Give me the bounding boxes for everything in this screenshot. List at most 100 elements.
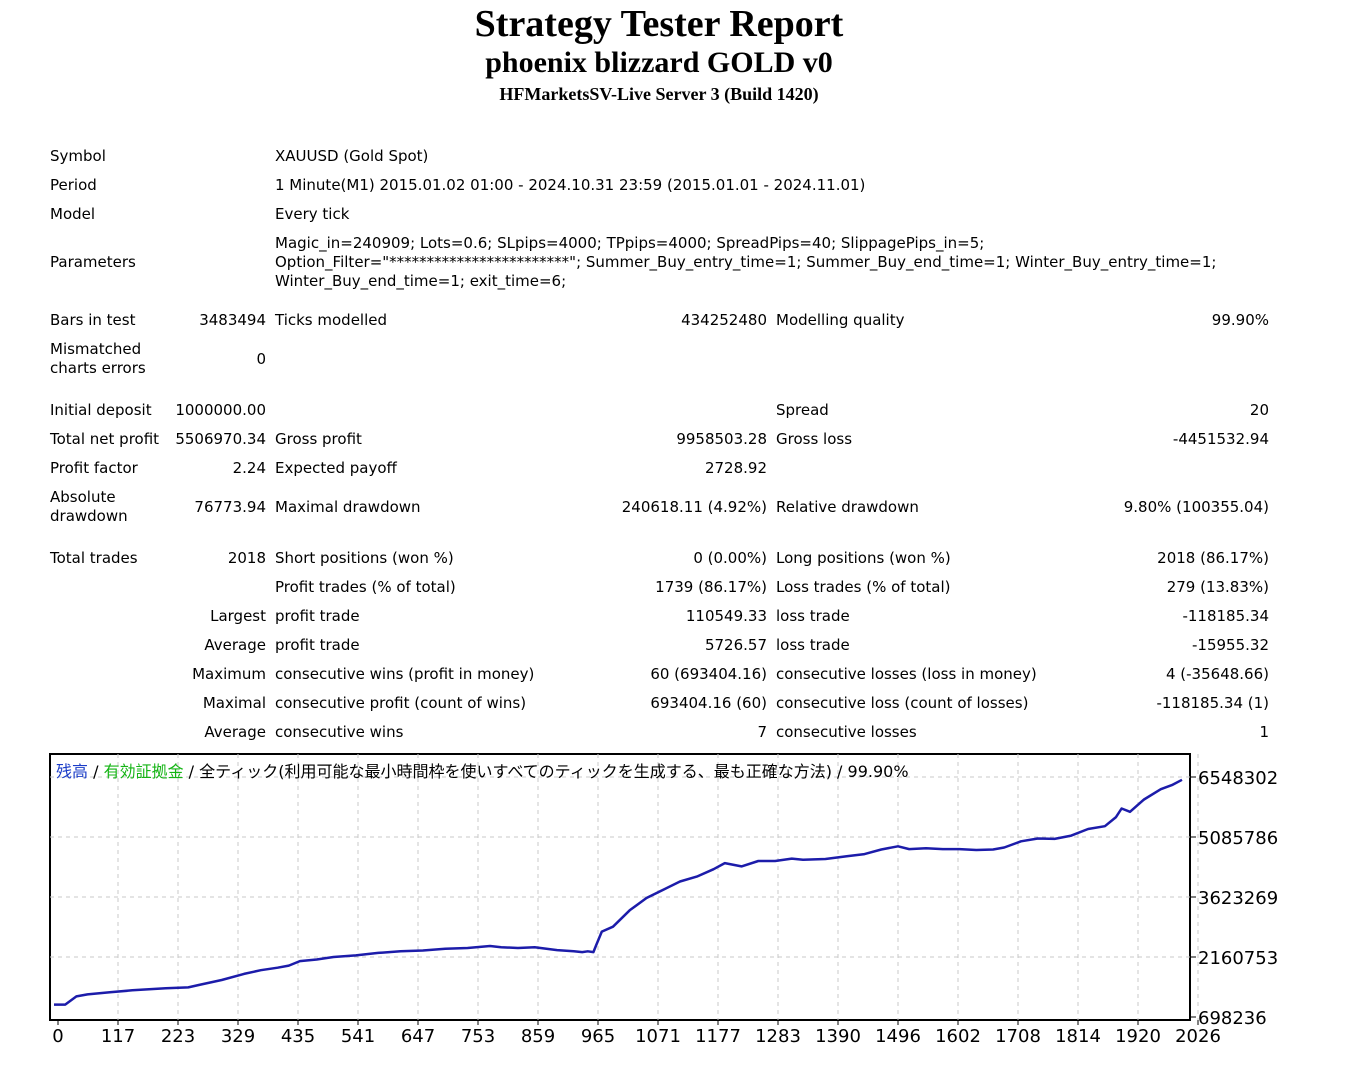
model-value: Every tick bbox=[275, 205, 350, 223]
x-tick-label: 1496 bbox=[875, 1026, 921, 1047]
average-loss-label: loss trade bbox=[776, 636, 850, 654]
largest-profit-value: 110549.33 bbox=[685, 607, 767, 625]
long-positions-value: 2018 (86.17%) bbox=[1157, 549, 1269, 567]
quality-label: Modelling quality bbox=[776, 311, 905, 329]
max-consecutive-losses-value: 4 (-35648.66) bbox=[1165, 665, 1269, 683]
loss-trades-label: Loss trades (% of total) bbox=[776, 578, 951, 596]
legend-balance: 残高 bbox=[56, 762, 89, 781]
balance-series-line bbox=[54, 778, 1183, 1006]
gross-loss-value: -4451532.94 bbox=[1172, 430, 1269, 448]
average-consecutive-wins-value: 7 bbox=[757, 723, 767, 741]
spread-label: Spread bbox=[776, 401, 829, 419]
balance-chart: 6548302 5085786 3623269 2160753 698236 0 117 22… bbox=[48, 752, 1353, 1052]
largest-loss-label: loss trade bbox=[776, 607, 850, 625]
deposit-label: Initial deposit bbox=[50, 401, 152, 419]
x-tick-label: 541 bbox=[341, 1026, 375, 1047]
long-positions-label: Long positions (won %) bbox=[776, 549, 951, 567]
max-consecutive-wins-label: consecutive wins (profit in money) bbox=[275, 665, 535, 683]
period-label: Period bbox=[50, 176, 97, 194]
mismatch-label: Mismatched charts errors bbox=[50, 340, 146, 378]
profit-factor-label: Profit factor bbox=[50, 459, 138, 477]
legend-quality: 99.90% bbox=[847, 762, 909, 781]
model-label: Model bbox=[50, 205, 96, 223]
average-profit-label: profit trade bbox=[275, 636, 360, 654]
server-info: HFMarketsSV-Live Server 3 (Build 1420) bbox=[499, 84, 819, 104]
x-tick-label: 1814 bbox=[1055, 1026, 1101, 1047]
spread-value: 20 bbox=[1249, 401, 1269, 419]
absolute-drawdown-value: 76773.94 bbox=[194, 498, 266, 516]
maximal-consecutive-profit-value: 693404.16 (60) bbox=[650, 694, 767, 712]
x-tick-label: 1602 bbox=[935, 1026, 981, 1047]
x-tick-label: 647 bbox=[401, 1026, 435, 1047]
bars-label: Bars in test bbox=[50, 311, 136, 329]
y-tick-label: 698236 bbox=[1198, 1008, 1267, 1029]
profit-factor-value: 2.24 bbox=[232, 459, 266, 477]
legend-separator: / bbox=[183, 762, 200, 781]
x-tick-label: 435 bbox=[281, 1026, 315, 1047]
y-tick-label: 2160753 bbox=[1198, 948, 1278, 969]
x-tick-label: 1390 bbox=[815, 1026, 861, 1047]
gross-profit-label: Gross profit bbox=[275, 430, 362, 448]
average-label: Average bbox=[204, 636, 266, 654]
relative-drawdown-value: 9.80% (100355.04) bbox=[1123, 498, 1269, 516]
x-tick-label: 2026 bbox=[1175, 1026, 1221, 1047]
absolute-drawdown-label-line: drawdown bbox=[50, 507, 128, 525]
net-profit-label: Total net profit bbox=[50, 430, 160, 448]
symbol-label: Symbol bbox=[50, 147, 106, 165]
absolute-drawdown-label: Absolute drawdown bbox=[50, 488, 128, 526]
absolute-drawdown-label-line: Absolute bbox=[50, 488, 116, 506]
maximal-consecutive-loss-label: consecutive loss (count of losses) bbox=[776, 694, 1029, 712]
maximal-drawdown-label: Maximal drawdown bbox=[275, 498, 421, 516]
parameters-line: Winter_Buy_end_time=1; exit_time=6; bbox=[275, 272, 567, 290]
parameters-value: Magic_in=240909; Lots=0.6; SLpips=4000; … bbox=[275, 234, 1216, 291]
period-value: 1 Minute(M1) 2015.01.02 01:00 - 2024.10.… bbox=[275, 176, 866, 194]
mismatch-value: 0 bbox=[256, 350, 266, 368]
x-tick-label: 1920 bbox=[1115, 1026, 1161, 1047]
mismatch-label-line: Mismatched bbox=[50, 340, 142, 358]
largest-loss-value: -118185.34 bbox=[1182, 607, 1269, 625]
expected-payoff-value: 2728.92 bbox=[704, 459, 767, 477]
x-tick-label: 1708 bbox=[995, 1026, 1041, 1047]
ticks-value: 434252480 bbox=[681, 311, 767, 329]
expected-payoff-label: Expected payoff bbox=[275, 459, 397, 477]
relative-drawdown-label: Relative drawdown bbox=[776, 498, 919, 516]
maximum-label: Maximum bbox=[192, 665, 266, 683]
maximal-consecutive-loss-value: -118185.34 (1) bbox=[1156, 694, 1269, 712]
expert-name: phoenix blizzard GOLD v0 bbox=[485, 46, 833, 79]
gross-profit-value: 9958503.28 bbox=[676, 430, 767, 448]
chart-legend: 残高 / 有効証拠金 / 全ティック(利用可能な最小時間枠を使いすべてのティック… bbox=[56, 758, 909, 782]
x-tick-label: 0 bbox=[52, 1026, 63, 1047]
maximal-drawdown-value: 240618.11 (4.92%) bbox=[621, 498, 767, 516]
legend-separator: / bbox=[88, 762, 104, 781]
profit-trades-value: 1739 (86.17%) bbox=[655, 578, 767, 596]
x-tick-label: 965 bbox=[581, 1026, 615, 1047]
max-consecutive-losses-label: consecutive losses (loss in money) bbox=[776, 665, 1037, 683]
legend-equity: 有効証拠金 bbox=[103, 762, 184, 781]
x-tick-label: 859 bbox=[521, 1026, 555, 1047]
report-title: Strategy Tester Report bbox=[474, 3, 844, 45]
maximal-label: Maximal bbox=[202, 694, 266, 712]
parameters-label: Parameters bbox=[50, 253, 136, 271]
legend-model: 全ティック(利用可能な最小時間枠を使いすべてのティックを生成する、最も正確な方法… bbox=[199, 762, 832, 781]
loss-trades-value: 279 (13.83%) bbox=[1166, 578, 1269, 596]
parameters-line: Option_Filter="************************"… bbox=[275, 253, 1217, 271]
largest-label: Largest bbox=[210, 607, 266, 625]
quality-value: 99.90% bbox=[1211, 311, 1269, 329]
maximal-consecutive-profit-label: consecutive profit (count of wins) bbox=[275, 694, 527, 712]
short-positions-value: 0 (0.00%) bbox=[693, 549, 767, 567]
x-tick-label: 1071 bbox=[635, 1026, 681, 1047]
average-consecutive-losses-value: 1 bbox=[1259, 723, 1269, 741]
average-consecutive-losses-label: consecutive losses bbox=[776, 723, 917, 741]
legend-separator: / bbox=[831, 762, 848, 781]
x-tick-label: 223 bbox=[161, 1026, 195, 1047]
x-tick-label: 117 bbox=[101, 1026, 135, 1047]
average-loss-value: -15955.32 bbox=[1192, 636, 1269, 654]
x-tick-label: 1283 bbox=[755, 1026, 801, 1047]
y-tick-label: 5085786 bbox=[1198, 828, 1278, 849]
x-tick-label: 329 bbox=[221, 1026, 255, 1047]
parameters-line: Magic_in=240909; Lots=0.6; SLpips=4000; … bbox=[275, 234, 985, 252]
short-positions-label: Short positions (won %) bbox=[275, 549, 454, 567]
average-consecutive-wins-label: consecutive wins bbox=[275, 723, 404, 741]
bars-value: 3483494 bbox=[199, 311, 266, 329]
total-trades-label: Total trades bbox=[50, 549, 138, 567]
